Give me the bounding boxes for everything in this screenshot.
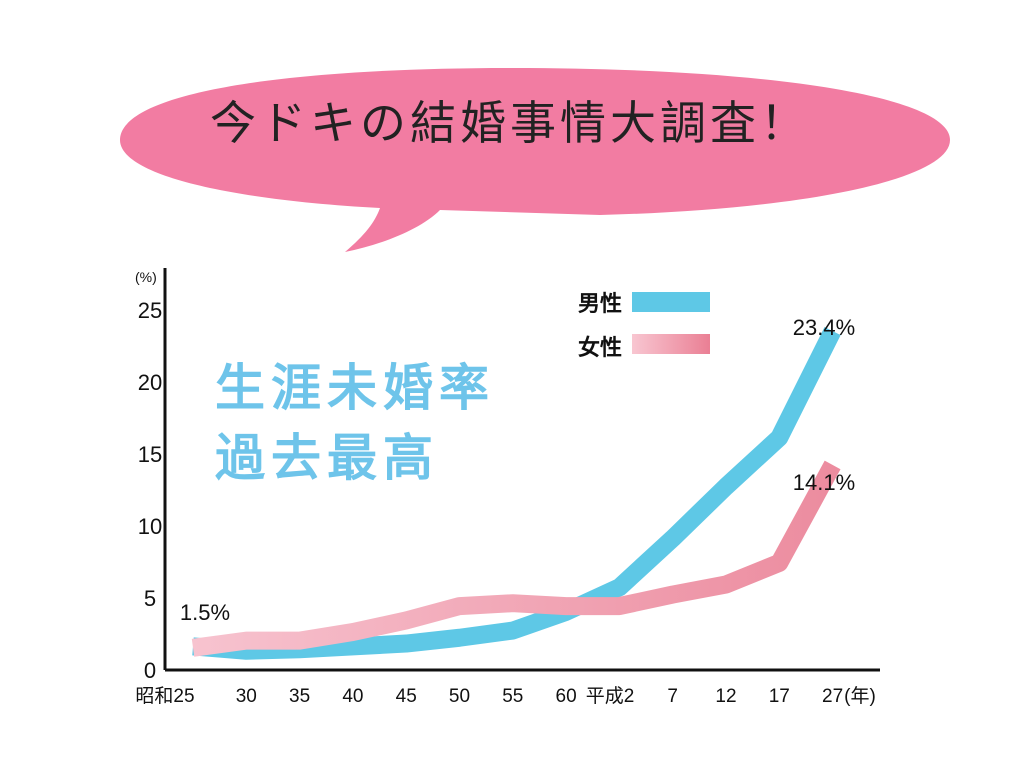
y-tick-label: 15 <box>138 442 162 467</box>
overlay-line-1: 生涯未婚率 <box>215 359 495 417</box>
x-tick-label: 12 <box>715 686 736 707</box>
y-tick-label: 5 <box>144 586 156 611</box>
x-tick-label: 7 <box>667 686 678 707</box>
x-tick-label: 40 <box>342 686 363 707</box>
x-tick-label: 55 <box>502 686 523 707</box>
legend-label-female: 女性 <box>578 336 623 361</box>
annotation-label: 14.1% <box>793 470 855 495</box>
x-tick-label: 45 <box>396 686 417 707</box>
y-tick-label: 0 <box>144 658 156 683</box>
annotation-label: 23.4% <box>793 315 855 340</box>
y-tick-label: 10 <box>138 514 162 539</box>
y-unit-label: (%) <box>135 269 157 285</box>
x-tick-label: 17 <box>769 686 790 707</box>
x-tick-label: 27 <box>822 686 843 707</box>
x-tick-label: 平成2 <box>586 685 635 707</box>
legend-swatch-male <box>632 292 710 312</box>
legend-label-male: 男性 <box>578 292 623 317</box>
x-tick-label: 60 <box>556 686 577 707</box>
headline: 今ドキの結婚事情大調査！ <box>210 96 810 150</box>
x-unit-label: (年) <box>844 685 876 707</box>
series-line-female <box>191 460 841 657</box>
x-tick-label: 昭和25 <box>135 685 194 707</box>
annotation-label: 1.5% <box>180 600 230 625</box>
x-tick-label: 30 <box>236 686 257 707</box>
y-tick-label: 25 <box>138 298 162 323</box>
x-tick-label: 50 <box>449 686 470 707</box>
legend-swatch-female <box>632 334 710 354</box>
overlay-line-2: 過去最高 <box>215 429 439 487</box>
speech-bubble-shape <box>120 68 950 252</box>
y-tick-label: 20 <box>138 370 162 395</box>
x-tick-label: 35 <box>289 686 310 707</box>
